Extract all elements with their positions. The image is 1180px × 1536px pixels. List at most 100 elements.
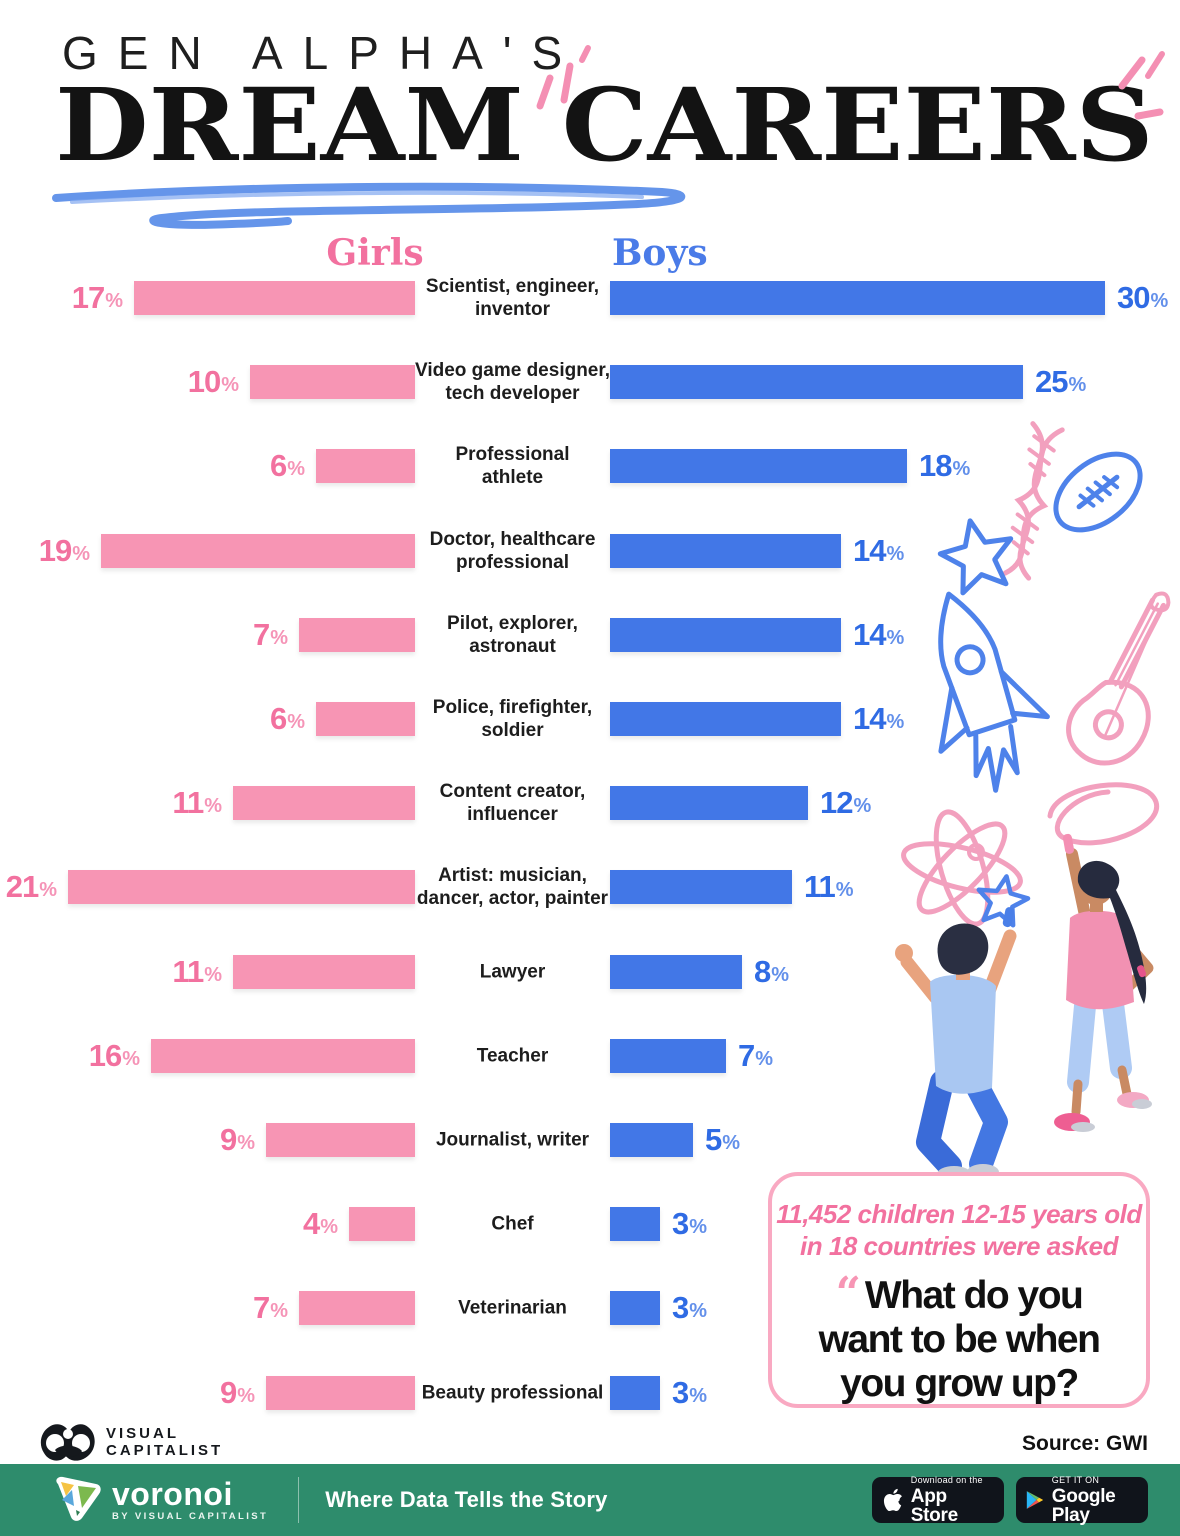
girls-value-label: 17% bbox=[71, 280, 123, 315]
chart-row: 4% Chef 3% bbox=[0, 1206, 1180, 1241]
category-label: Beauty professional bbox=[421, 1382, 604, 1404]
girls-value-label: 21% bbox=[5, 869, 57, 904]
spark-icon bbox=[1118, 51, 1165, 120]
category-label: Chef bbox=[491, 1213, 534, 1235]
girls-value-label: 7% bbox=[252, 1290, 288, 1325]
voronoi-wordmark: voronoi bbox=[112, 1475, 233, 1512]
chart-row: 7% Pilot, explorer, astronaut 14% bbox=[0, 613, 1180, 657]
girls-bar bbox=[101, 534, 415, 568]
girls-value-label: 11% bbox=[172, 785, 222, 820]
page-title: DREAM CAREERS bbox=[55, 66, 1154, 184]
girls-bar bbox=[266, 1123, 415, 1157]
boys-bar bbox=[610, 702, 841, 736]
boys-bar bbox=[610, 365, 1023, 399]
boys-bar bbox=[610, 1291, 660, 1325]
bar-chart: 17% Scientist, engineer, inventor 30% 10%… bbox=[0, 276, 1180, 1410]
boys-value-label: 8% bbox=[754, 954, 789, 989]
girls-bar bbox=[266, 1376, 415, 1410]
category-label: Doctor, healthcare professional bbox=[429, 529, 596, 573]
girls-bar bbox=[250, 365, 415, 399]
girls-value-label: 4% bbox=[302, 1206, 338, 1241]
app-store-badge[interactable]: Download on the App Store bbox=[872, 1475, 1004, 1525]
quote-mark-icon: “ bbox=[835, 1268, 861, 1319]
apple-icon bbox=[883, 1488, 902, 1512]
girls-value-label: 10% bbox=[187, 364, 239, 399]
girls-value-label: 6% bbox=[269, 701, 305, 736]
doodles-illustration bbox=[895, 421, 1171, 1182]
rocket-icon bbox=[938, 591, 1050, 793]
google-play-badge[interactable]: GET IT ON Google Play bbox=[1016, 1475, 1148, 1525]
scribble-underline-icon bbox=[52, 182, 686, 229]
boys-value-label: 14% bbox=[853, 533, 904, 568]
girls-value-label: 7% bbox=[252, 617, 288, 652]
voronoi-logo[interactable]: voronoi BY VISUAL CAPITALIST bbox=[52, 1476, 268, 1524]
chart-row: 9% Beauty professional 3% bbox=[0, 1375, 1180, 1410]
source-label: Source: GWI bbox=[1021, 1432, 1148, 1455]
category-label: Professional athlete bbox=[455, 444, 570, 488]
category-label: Artist: musician, dancer, actor, painter bbox=[416, 865, 609, 909]
chart-row: 10% Video game designer, tech developer 2… bbox=[0, 360, 1180, 404]
football-icon bbox=[1053, 451, 1143, 533]
chart-row: 6% Police, firefighter, soldier 14% bbox=[0, 697, 1180, 741]
category-label: Pilot, explorer, astronaut bbox=[447, 613, 578, 657]
boys-bar bbox=[610, 618, 841, 652]
boys-value-label: 3% bbox=[672, 1375, 707, 1410]
boys-bar bbox=[610, 534, 841, 568]
kids-illustration bbox=[895, 833, 1154, 1182]
legend-girls: Girls bbox=[326, 232, 424, 274]
boys-value-label: 18% bbox=[919, 448, 970, 483]
boys-value-label: 25% bbox=[1035, 364, 1086, 399]
visual-capitalist-wordmark: VISUAL CAPITALIST bbox=[106, 1425, 224, 1459]
boys-bar bbox=[610, 281, 1105, 315]
girls-bar bbox=[233, 955, 415, 989]
boys-bar bbox=[610, 1207, 660, 1241]
boys-value-label: 7% bbox=[738, 1038, 773, 1073]
boys-value-label: 14% bbox=[853, 701, 904, 736]
chart-row: 6% Professional athlete 18% bbox=[0, 444, 1180, 488]
kicker-text: GEN ALPHA'S bbox=[62, 27, 583, 79]
girls-value-label: 16% bbox=[88, 1038, 140, 1073]
category-label: Video game designer, tech developer bbox=[415, 360, 611, 404]
chart-row: 16% Teacher 7% bbox=[0, 1038, 1180, 1073]
category-label: Scientist, engineer, inventor bbox=[425, 276, 600, 320]
boys-value-label: 3% bbox=[672, 1206, 707, 1241]
girls-bar bbox=[349, 1207, 415, 1241]
boys-bar bbox=[610, 1123, 693, 1157]
boys-bar bbox=[610, 1039, 726, 1073]
category-label: Veterinarian bbox=[458, 1297, 567, 1319]
girls-bar bbox=[134, 281, 415, 315]
girls-bar bbox=[233, 786, 415, 820]
boys-bar bbox=[610, 1376, 660, 1410]
footer-bar: voronoi BY VISUAL CAPITALIST Where Data … bbox=[0, 1464, 1180, 1536]
girls-value-label: 11% bbox=[172, 954, 222, 989]
star-icon bbox=[937, 518, 1014, 596]
survey-sample-text: 11,452 children 12-15 years old in 18 co… bbox=[776, 1199, 1142, 1261]
girls-bar bbox=[68, 870, 415, 904]
girls-value-label: 6% bbox=[269, 448, 305, 483]
dna-icon bbox=[1002, 421, 1065, 581]
footer-tagline: Where Data Tells the Story bbox=[325, 1487, 608, 1512]
boys-value-label: 3% bbox=[672, 1290, 707, 1325]
survey-question: “What do you want to be when you grow up… bbox=[818, 1268, 1101, 1406]
boys-bar bbox=[610, 955, 742, 989]
boys-bar bbox=[610, 870, 792, 904]
voronoi-icon bbox=[56, 1476, 101, 1521]
girls-value-label: 19% bbox=[38, 533, 90, 568]
girl-figure bbox=[1054, 833, 1154, 1132]
guitar-icon bbox=[1066, 591, 1171, 766]
circle-scribble-icon bbox=[1047, 782, 1159, 846]
visual-capitalist-icon bbox=[40, 1424, 95, 1461]
chart-row: 11% Content creator, influencer 12% bbox=[0, 781, 1180, 825]
voronoi-subtitle: BY VISUAL CAPITALIST bbox=[112, 1510, 269, 1522]
girls-value-label: 9% bbox=[219, 1122, 255, 1157]
boy-figure bbox=[895, 907, 1017, 1182]
boys-value-label: 12% bbox=[820, 785, 871, 820]
boys-value-label: 30% bbox=[1117, 280, 1168, 315]
chart-row: 21% Artist: musician, dancer, actor, pain… bbox=[0, 865, 1180, 909]
category-label: Police, firefighter, soldier bbox=[432, 697, 593, 741]
survey-callout: 11,452 children 12-15 years old in 18 co… bbox=[768, 1172, 1150, 1408]
spark-icon bbox=[536, 45, 591, 110]
girls-bar bbox=[316, 702, 415, 736]
chart-row: 11% Lawyer 8% bbox=[0, 954, 1180, 989]
